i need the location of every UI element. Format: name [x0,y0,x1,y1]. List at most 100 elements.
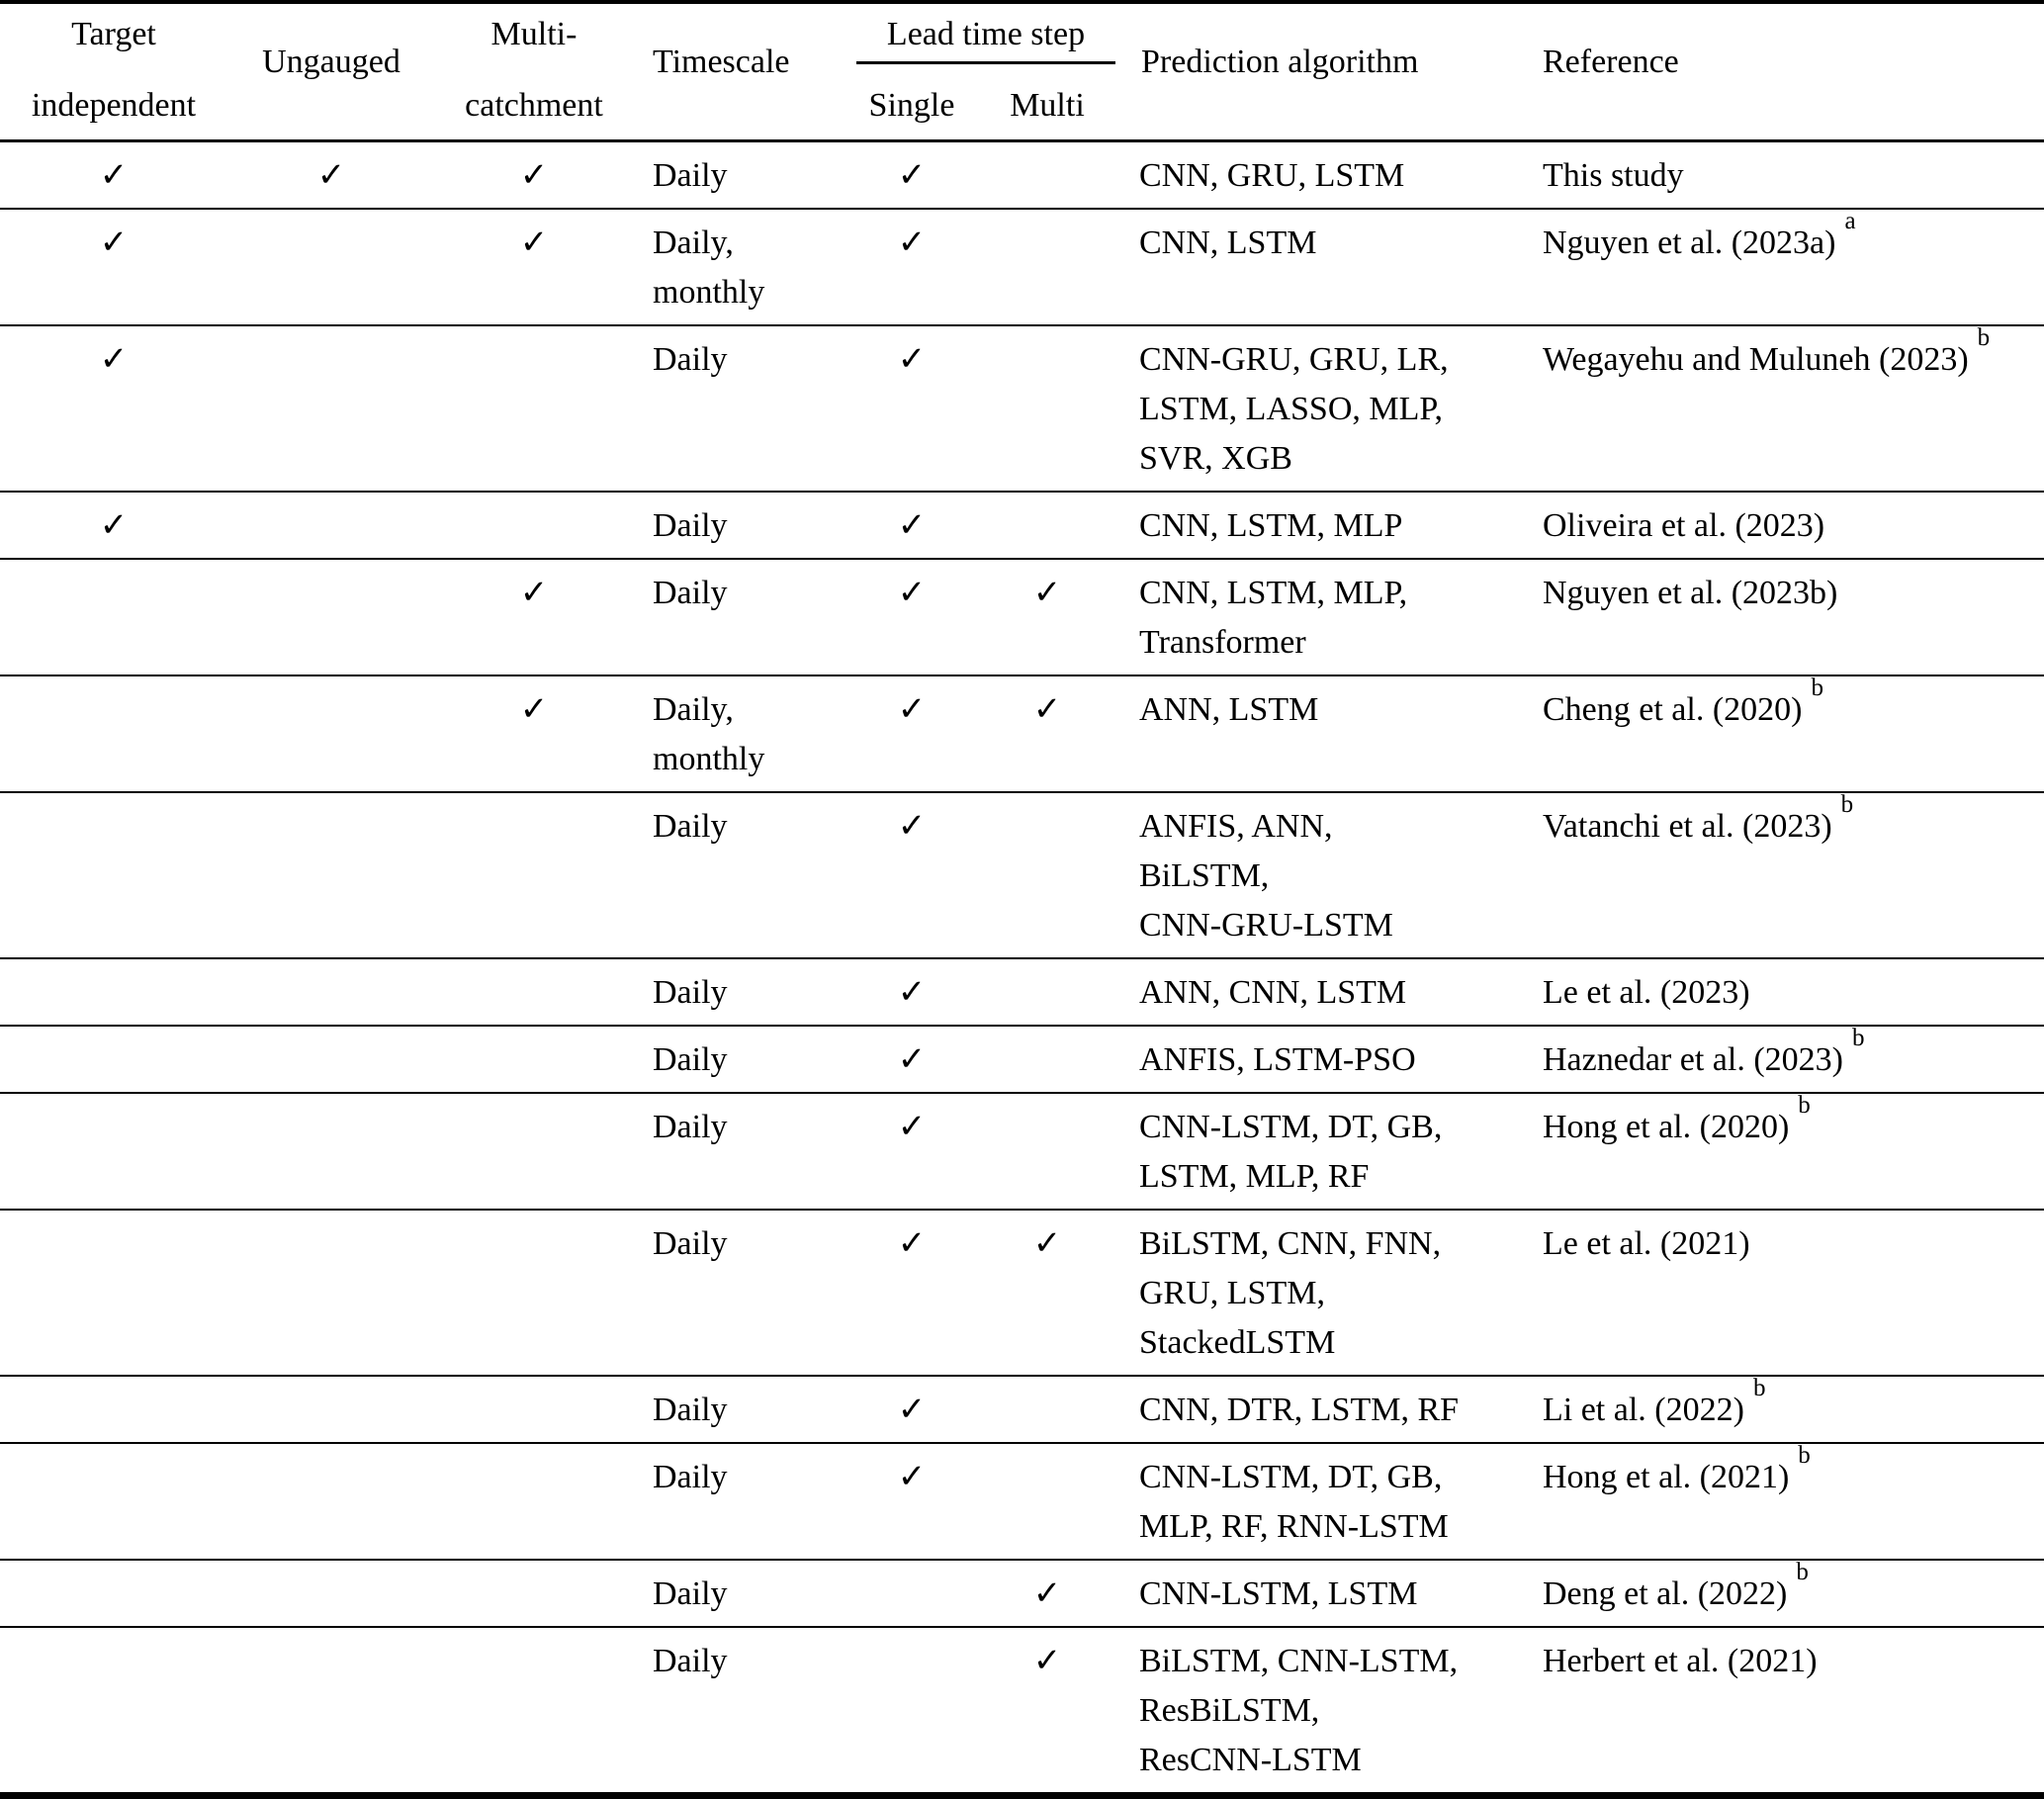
header-line: Multi- [490,16,578,53]
col-header-prediction-algorithm: Prediction algorithm [1121,0,1523,142]
table-row: Daily ✓ BiLSTM, CNN-LSTM, ResBiLSTM, Res… [0,1626,2044,1799]
cell-target-independent-check [0,1092,227,1211]
cell-prediction-algorithm: CNN, LSTM, MLP [1121,491,1523,560]
cell-prediction-algorithm: BiLSTM, CNN-LSTM, ResBiLSTM, ResCNN-LSTM [1121,1626,1523,1799]
col-header-target-independent: Target independent [0,0,227,142]
reference-text: Le et al. (2021) [1543,1224,1750,1262]
col-header-single: Single [868,87,955,125]
cell-prediction-algorithm: ANFIS, LSTM-PSO [1121,1025,1523,1094]
reference-text: Vatanchi et al. (2023) [1543,807,1832,845]
reference-footnote-marker: b [1752,1375,1766,1402]
header-line: catchment [465,87,603,125]
reference-text: This study [1543,156,1684,194]
lead-time-step-group-label: Lead time step [856,16,1115,65]
cell-multi-catchment-check [435,957,633,1027]
header-line: Timescale [653,44,790,81]
cell-multi-catchment-check [435,1025,633,1094]
cell-ungauged-check [227,491,435,560]
cell-multi-catchment-check [435,1209,633,1377]
cell-reference: This study [1523,140,2044,210]
cell-lead-multi-check [973,1442,1121,1561]
cell-multi-catchment-check [435,791,633,959]
cell-lead-multi-check [973,1092,1121,1211]
cell-reference: Vatanchi et al. (2023) b [1523,791,2044,959]
cell-target-independent-check: ✓ [0,491,227,560]
cell-timescale: Daily [633,1375,850,1444]
cell-target-independent-check [0,957,227,1027]
cell-timescale: Daily [633,1559,850,1628]
cell-multi-catchment-check [435,491,633,560]
cell-multi-catchment-check: ✓ [435,208,633,326]
reference-text: Nguyen et al. (2023a) [1543,224,1836,261]
reference-text: Herbert et al. (2021) [1543,1642,1818,1679]
cell-multi-catchment-check: ✓ [435,675,633,793]
cell-timescale: Daily [633,324,850,493]
table-row: Daily ✓ CNN-LSTM, LSTM Deng et al. (2022… [0,1559,2044,1628]
cell-prediction-algorithm: CNN, GRU, LSTM [1121,140,1523,210]
table-row: ✓ Daily ✓ CNN, LSTM, MLP Oliveira et al.… [0,491,2044,560]
cell-target-independent-check [0,558,227,676]
reference-text: Hong et al. (2020) [1543,1108,1790,1145]
cell-reference: Nguyen et al. (2023b) [1523,558,2044,676]
cell-reference: Wegayehu and Muluneh (2023) b [1523,324,2044,493]
cell-lead-single-check: ✓ [850,675,973,793]
header-line: independent [31,87,197,125]
cell-multi-catchment-check: ✓ [435,558,633,676]
table-row: ✓ Daily, monthly ✓ ✓ ANN, LSTM Cheng et … [0,675,2044,793]
cell-multi-catchment-check [435,324,633,493]
cell-target-independent-check [0,791,227,959]
cell-prediction-algorithm: CNN, LSTM [1121,208,1523,326]
cell-lead-single-check [850,1559,973,1628]
cell-lead-single-check: ✓ [850,1442,973,1561]
table-row: ✓ Daily ✓ CNN-GRU, GRU, LR, LSTM, LASSO,… [0,324,2044,493]
reference-text: Haznedar et al. (2023) [1543,1040,1843,1078]
col-header-multi-catchment: Multi- catchment [435,0,633,142]
reference-text: Le et al. (2023) [1543,973,1750,1011]
cell-ungauged-check [227,1025,435,1094]
col-header-reference: Reference [1523,0,2044,142]
cell-reference: Deng et al. (2022) b [1523,1559,2044,1628]
reference-footnote-marker: b [1796,1559,1809,1586]
cell-multi-catchment-check [435,1559,633,1628]
cell-reference: Haznedar et al. (2023) b [1523,1025,2044,1094]
cell-target-independent-check: ✓ [0,208,227,326]
reference-footnote-marker: b [1977,324,1991,352]
cell-prediction-algorithm: CNN, LSTM, MLP, Transformer [1121,558,1523,676]
cell-lead-multi-check [973,324,1121,493]
cell-lead-multi-check: ✓ [973,1559,1121,1628]
reference-footnote-marker: b [1798,1092,1811,1120]
cell-reference: Hong et al. (2020) b [1523,1092,2044,1211]
cell-prediction-algorithm: ANFIS, ANN, BiLSTM, CNN-GRU-LSTM [1121,791,1523,959]
table-row: Daily ✓ CNN, DTR, LSTM, RF Li et al. (20… [0,1375,2044,1444]
cell-ungauged-check [227,1375,435,1444]
cell-prediction-algorithm: BiLSTM, CNN, FNN, GRU, LSTM, StackedLSTM [1121,1209,1523,1377]
cell-ungauged-check [227,1559,435,1628]
reference-text: Wegayehu and Muluneh (2023) [1543,340,1969,378]
cell-lead-multi-check: ✓ [973,675,1121,793]
cell-target-independent-check: ✓ [0,140,227,210]
table-row: Daily ✓ ANFIS, ANN, BiLSTM, CNN-GRU-LSTM… [0,791,2044,959]
cell-prediction-algorithm: CNN-LSTM, LSTM [1121,1559,1523,1628]
cell-target-independent-check [0,675,227,793]
cell-timescale: Daily, monthly [633,675,850,793]
reference-footnote-marker: b [1798,1442,1811,1470]
cell-timescale: Daily, monthly [633,208,850,326]
cell-lead-single-check: ✓ [850,1375,973,1444]
cell-target-independent-check [0,1559,227,1628]
table-body: ✓ ✓ ✓ Daily ✓ CNN, GRU, LSTM This study … [0,140,2044,1799]
cell-lead-multi-check [973,1375,1121,1444]
cell-lead-multi-check: ✓ [973,1209,1121,1377]
cell-reference: Oliveira et al. (2023) [1523,491,2044,560]
cell-multi-catchment-check [435,1626,633,1799]
cell-target-independent-check [0,1442,227,1561]
cell-reference: Herbert et al. (2021) [1523,1626,2044,1799]
cell-lead-multi-check [973,1025,1121,1094]
cell-lead-multi-check [973,957,1121,1027]
cell-multi-catchment-check [435,1092,633,1211]
cell-lead-single-check: ✓ [850,558,973,676]
cell-lead-single-check: ✓ [850,791,973,959]
cell-prediction-algorithm: CNN-LSTM, DT, GB, LSTM, MLP, RF [1121,1092,1523,1211]
header-line: Ungauged [262,44,400,81]
reference-footnote-marker: b [1840,791,1854,819]
